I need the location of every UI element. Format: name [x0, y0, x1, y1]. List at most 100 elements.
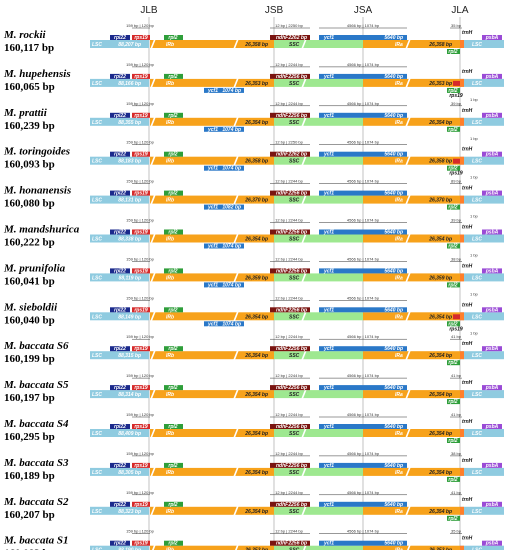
rps19-label: rps19	[134, 541, 148, 547]
trnh-span-label: 38 bp	[451, 256, 462, 261]
lsc-label-end: LSC	[472, 509, 482, 515]
ssc-label: SSC	[289, 509, 300, 515]
lsc-region	[90, 234, 149, 243]
rpl22-gene	[110, 73, 130, 79]
rpl2-ira-label: rpl2	[448, 282, 457, 288]
scale-break	[405, 38, 411, 50]
lsc-region-end	[460, 506, 504, 515]
one-bp-label: 1 bp	[470, 291, 479, 296]
species-name: M. baccata S2	[3, 496, 69, 508]
lsc-length: 88,314 bp	[118, 392, 141, 398]
rpl2-gene	[164, 424, 183, 429]
ira-length: 26,354 bp	[428, 431, 452, 437]
rpl22-gene	[110, 385, 130, 391]
scale-break	[150, 311, 156, 322]
one-bp-label: 1 bp	[470, 253, 479, 258]
lsc-region	[90, 312, 149, 321]
ycf1-fragment	[204, 204, 244, 210]
rpl2-gene	[164, 229, 183, 235]
rps19-ira-label: rps19	[449, 93, 463, 99]
ycf1-gene	[319, 346, 407, 352]
scale-break	[301, 233, 307, 244]
trnh-gene	[460, 117, 464, 126]
ycf1-fragment-label: ycf1	[207, 88, 218, 94]
rpl2-gene	[164, 190, 183, 196]
lsc-length: 88,355 bp	[118, 120, 141, 126]
rps19-label: rps19	[134, 385, 148, 391]
ycf1-fragment	[204, 87, 244, 93]
lsc-region-end	[460, 78, 504, 87]
rpl2-label: rpl2	[168, 35, 177, 41]
rps19-gene	[132, 424, 150, 429]
ycf1-length: 5640 bp	[384, 541, 403, 547]
rps19-ira-gene	[453, 314, 460, 320]
rpl2-gene	[164, 35, 183, 40]
rpl2-ira-label: rpl2	[448, 477, 457, 483]
irb-label: IRb	[166, 509, 174, 515]
rpl2-ira-label: rpl2	[448, 244, 457, 250]
genome-size: 160,040 bp	[4, 314, 55, 326]
rps19-span-label: 159 bp | 120 bp	[126, 218, 155, 223]
irb-label: IRb	[166, 392, 174, 398]
ndhf-gene	[270, 462, 310, 468]
ira-region	[363, 506, 460, 515]
ndhf-length: 2256 bp	[287, 74, 307, 80]
trnh-label: trnH	[462, 30, 473, 36]
ycf1-label: ycf1	[323, 385, 334, 391]
ira-region	[363, 234, 460, 243]
rps19-label: rps19	[134, 35, 148, 41]
rps19-span-label: 159 bp | 120 bp	[126, 490, 155, 495]
ira-length: 26,353 bp	[428, 548, 452, 550]
lsc-region	[90, 390, 149, 399]
ira-label: IRa	[395, 548, 403, 550]
trnh-span-label: 39 bp	[451, 218, 462, 223]
species-name: M. honanensis	[3, 185, 71, 197]
ssc-region	[274, 429, 363, 437]
lsc-label-end: LSC	[472, 42, 482, 48]
ira-length: 26,358 bp	[428, 159, 452, 165]
trnh-span-label: 35 bp	[451, 529, 462, 534]
irb-label: IRb	[166, 237, 174, 243]
scale-break	[150, 38, 156, 50]
rpl22-gene	[110, 346, 130, 352]
ycf1-fragment-length: 1074 bp	[222, 88, 241, 94]
ndhf-gene	[270, 35, 310, 40]
scale-break	[301, 116, 307, 128]
one-bp-label: 1 bp	[470, 136, 479, 141]
scale-break	[405, 77, 411, 89]
trnh-label: trnH	[462, 186, 473, 192]
rps19-ira-gene	[453, 80, 460, 86]
genome-size: 160,295 bp	[4, 431, 55, 443]
ycf1-length: 5640 bp	[384, 113, 403, 119]
ira-length: 26,354 bp	[428, 509, 452, 515]
trnh-label: trnH	[462, 419, 473, 425]
trnh-span-label: 41 bp	[451, 490, 462, 495]
ycf1-span-label: 4566 bp | 1074 bp	[347, 101, 380, 106]
rpl22-gene	[110, 190, 130, 196]
ycf1-label: ycf1	[323, 74, 334, 80]
psba-label: psbA	[485, 541, 499, 547]
rpl22-gene	[110, 35, 130, 40]
rps19-span-label: 159 bp | 120 bp	[126, 62, 155, 67]
rps19-span-label: 159 bp | 120 bp	[126, 529, 155, 534]
trnh-label: trnH	[462, 108, 473, 114]
lsc-length: 88,305 bp	[118, 470, 141, 476]
ycf1-label: ycf1	[323, 346, 334, 352]
ycf1-fragment	[204, 321, 244, 327]
ndhf-gene	[270, 73, 310, 79]
scale-break	[233, 427, 239, 439]
scale-break	[150, 155, 156, 166]
ycf1-fragment-label: ycf1	[207, 321, 218, 327]
rpl2-gene-ira	[447, 49, 460, 54]
lsc-length: 88,166 bp	[118, 81, 141, 87]
psba-gene	[482, 462, 502, 468]
trnh-label: trnH	[462, 458, 473, 464]
ssc-region	[274, 390, 363, 399]
ndhf-span-label: 12 bp | 2250 bp	[275, 23, 304, 28]
rps19-span-label: 159 bp | 120 bp	[126, 256, 155, 261]
irb-length: 26,354 bp	[244, 392, 268, 398]
psba-label: psbA	[485, 191, 499, 197]
